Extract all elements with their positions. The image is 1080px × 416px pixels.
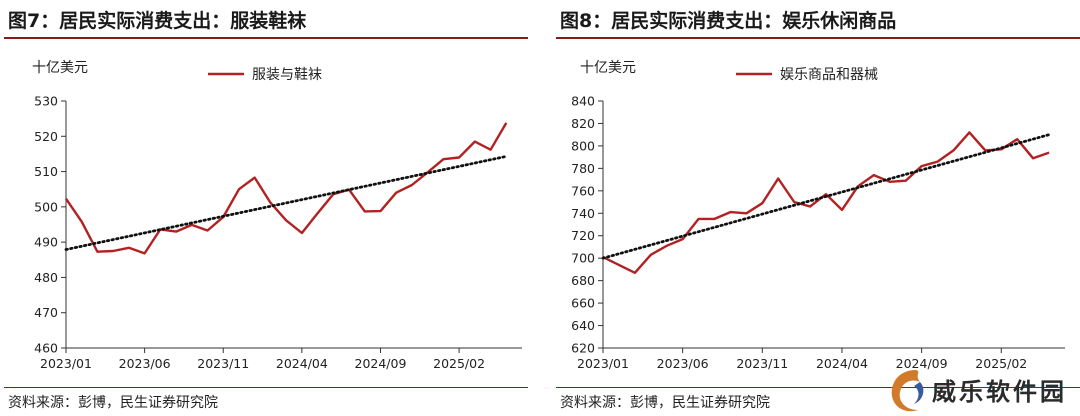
x-tick-label: 2023/11 [197,356,249,371]
y-tick-label: 510 [34,164,58,179]
line-chart-recreation: 十亿美元 娱乐商品和器械 620 640 660 680 700 720 740 760 780 80… [571,60,1065,371]
y-tick-label: 740 [571,206,595,221]
x-tick-label: 2023/01 [577,356,629,371]
y-tick-label: 480 [34,270,58,285]
y-tick-label: 520 [34,129,58,144]
x-tick-label: 2023/06 [119,356,171,371]
series-line [602,131,1050,275]
chart-panel-clothing: 图7：居民实际消费支出：服装鞋袜 十亿美元 服装与鞋袜 460 470 480 490 50… [0,0,528,416]
swirl-logo-icon [891,370,924,412]
x-tick-label: 2024/09 [355,356,407,371]
title-divider [4,37,528,39]
source-note: 资料来源：彭博，民生证券研究院 [560,395,770,411]
y-tick-label: 530 [34,94,58,109]
legend-label: 娱乐商品和器械 [780,67,878,83]
unit-label: 十亿美元 [32,60,88,76]
y-tick-label: 800 [571,138,595,153]
chart-panel-recreation: 图8：居民实际消费支出：娱乐休闲商品 十亿美元 娱乐商品和器械 620 640 660 6… [552,0,1080,416]
chart-title: 图8：居民实际消费支出：娱乐休闲商品 [560,10,897,32]
y-tick-label: 840 [571,94,595,109]
y-tick-label: 460 [34,341,58,356]
y-tick-label: 640 [571,318,595,333]
x-tick-label: 2024/04 [816,356,868,371]
trend-line [601,133,1051,260]
legend-label: 服装与鞋袜 [252,67,322,83]
x-tick-label: 2024/09 [896,356,948,371]
x-tick-label: 2023/01 [40,356,92,371]
chart-title: 图7：居民实际消费支出：服装鞋袜 [8,10,307,32]
x-tick-label: 2024/04 [276,356,328,371]
source-divider [4,387,528,388]
y-tick-label: 700 [571,251,595,266]
x-tick-label: 2023/11 [736,356,788,371]
source-divider [556,387,1080,388]
x-tick-label: 2025/02 [433,356,485,371]
y-tick-label: 820 [571,116,595,131]
y-tick-label: 500 [34,199,58,214]
watermark-logo: 威乐软件园 [886,362,1080,416]
y-tick-label: 780 [571,161,595,176]
watermark-text: 威乐软件园 [932,377,1067,406]
line-chart-clothing: 十亿美元 服装与鞋袜 460 470 480 490 500 510 520 530 2023/01… [32,60,522,371]
source-note: 资料来源：彭博，民生证券研究院 [8,395,218,411]
y-tick-label: 620 [571,341,595,356]
y-tick-label: 470 [34,305,58,320]
x-tick-label: 2025/02 [975,356,1027,371]
y-tick-label: 680 [571,273,595,288]
title-divider [556,37,1080,39]
y-tick-label: 490 [34,235,58,250]
x-tick-label: 2023/06 [657,356,709,371]
y-tick-label: 660 [571,296,595,311]
trend-line [64,154,508,251]
unit-label: 十亿美元 [580,60,636,76]
y-tick-label: 720 [571,228,595,243]
y-tick-label: 760 [571,183,595,198]
series-line [65,122,508,255]
